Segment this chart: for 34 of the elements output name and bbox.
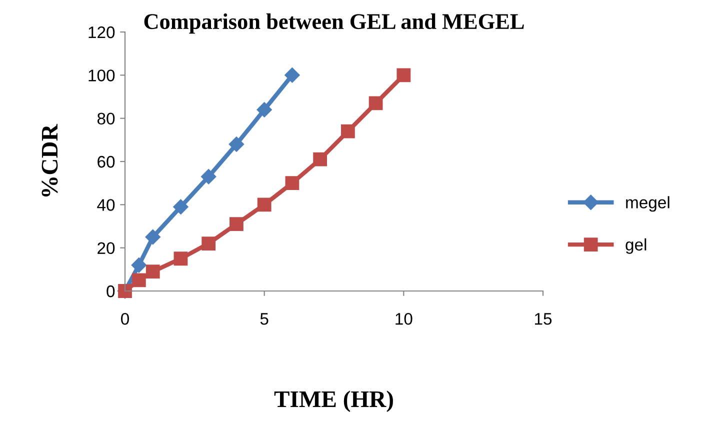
point [230,217,244,232]
point [228,136,244,152]
y-tick-label: 40 [97,199,115,211]
x-tick-label: 5 [260,313,268,325]
y-tick-label: 0 [106,285,115,298]
point [256,102,272,118]
point [285,176,300,190]
point [257,198,272,212]
x-axis-title: TIME (HR) [274,390,393,412]
y-tick-label: 20 [98,242,115,254]
point [201,169,216,184]
point [202,236,216,250]
point [145,229,160,245]
point [146,264,160,279]
y-tick-label: 80 [97,112,115,125]
x-tick-label: 0 [121,312,129,325]
y-tick-label: 60 [98,156,115,168]
y-axis-title: %CDR [42,124,58,196]
point [131,258,147,273]
point [340,124,355,138]
point [174,252,188,266]
y-tick-label: 100 [88,70,115,82]
point [132,273,146,288]
x-tick-label: 15 [535,313,552,325]
point [368,96,383,110]
x-tick-label: 10 [396,312,412,325]
legend-label: gel [626,238,646,254]
y-tick-label: 120 [88,26,115,38]
chart-title: Comparison between GEL and MEGEL [144,13,524,34]
point [396,68,411,82]
point [173,199,188,214]
point [313,152,328,166]
legend-label: megel [626,196,670,212]
point [284,68,300,83]
